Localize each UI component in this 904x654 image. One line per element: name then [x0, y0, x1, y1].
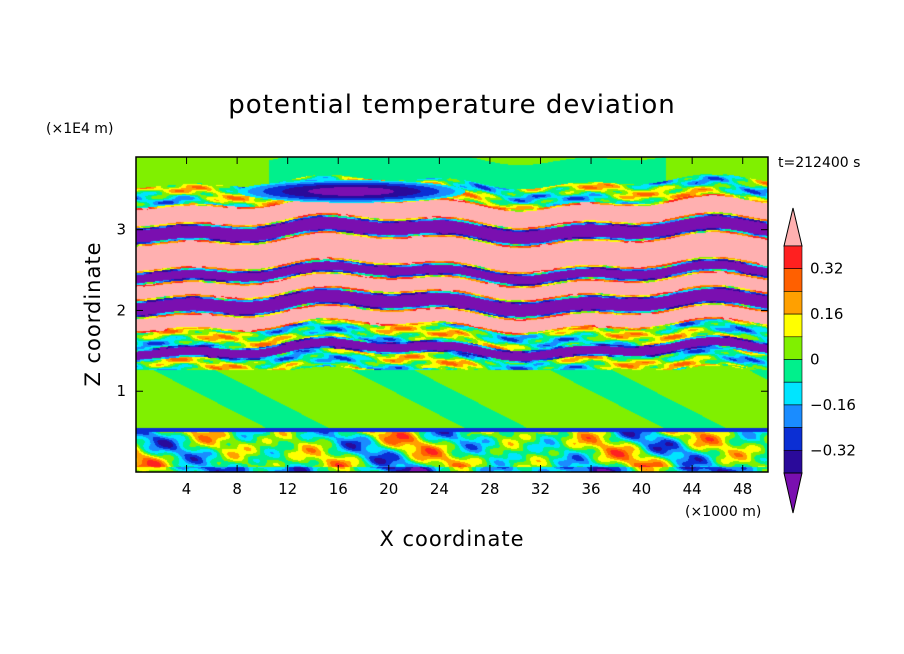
- x-ticks: 4 8 12 16 20 24 28 32 36 40 44 48: [182, 157, 752, 498]
- x-tick-label: 4: [182, 480, 192, 498]
- y-ticks: 1 2 3: [116, 221, 768, 400]
- chart-title: potential temperature deviation: [228, 90, 675, 120]
- y-tick-label: 1: [116, 382, 126, 400]
- x-tick-label: 40: [632, 480, 651, 498]
- y-tick-label: 3: [116, 221, 126, 239]
- colorbar-box: [783, 336, 803, 360]
- plot-frame: [135, 156, 769, 473]
- x-unit-label: (×1000 m): [685, 504, 761, 520]
- x-axis-label: X coordinate: [379, 527, 524, 551]
- colorbar-box: [783, 313, 803, 338]
- y-unit-label: (×1E4 m): [46, 121, 113, 137]
- x-tick-label: 48: [733, 480, 752, 498]
- x-tick-label: 12: [278, 480, 297, 498]
- y-tick-label: 2: [116, 301, 126, 319]
- colorbar-box: [783, 449, 803, 474]
- x-tick-label: 28: [480, 480, 499, 498]
- colorbar-tick-label: 0.32: [810, 260, 843, 278]
- colorbar-tick-label: −0.32: [810, 441, 856, 459]
- x-tick-label: 16: [329, 480, 348, 498]
- colorbar-box: [783, 291, 803, 315]
- colorbar-box: [783, 404, 803, 428]
- x-tick-label: 20: [379, 480, 398, 498]
- colorbar: 0.32 0.16 0 −0.16 −0.32: [783, 207, 856, 514]
- y-axis-label: Z coordinate: [81, 241, 105, 386]
- colorbar-box: [783, 245, 803, 270]
- colorbar-extend-min: [783, 472, 803, 514]
- field-plot: [136, 157, 768, 472]
- time-label: t=212400 s: [778, 155, 860, 171]
- colorbar-box: [783, 359, 803, 383]
- x-tick-label: 32: [531, 480, 550, 498]
- colorbar-box: [783, 268, 803, 292]
- colorbar-box: [783, 381, 803, 406]
- x-tick-label: 24: [430, 480, 449, 498]
- colorbar-tick-label: 0: [810, 351, 820, 369]
- colorbar-tick-label: −0.16: [810, 396, 856, 414]
- colorbar-tick-label: 0.16: [810, 305, 843, 323]
- field-raster: [136, 157, 768, 472]
- colorbar-box: [783, 427, 803, 451]
- x-tick-label: 36: [581, 480, 600, 498]
- colorbar-extend-max: [783, 207, 803, 247]
- x-tick-label: 44: [683, 480, 702, 498]
- x-tick-label: 8: [232, 480, 242, 498]
